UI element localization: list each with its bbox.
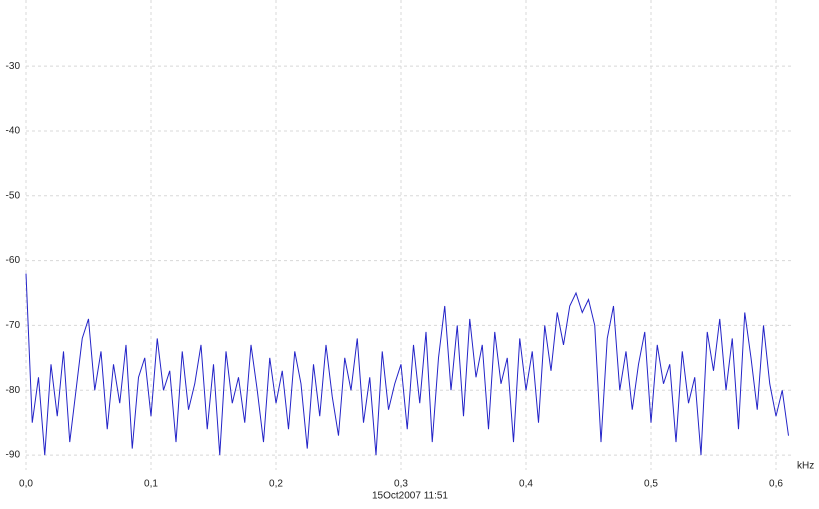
x-tick-label: 0,4	[519, 479, 533, 490]
spectrum-line	[25, 273, 789, 456]
x-axis-label: kHz	[797, 461, 814, 472]
y-tick-label: -40	[6, 126, 21, 137]
y-tick-label: -90	[6, 450, 21, 461]
timestamp: 15Oct2007 11:51	[372, 491, 448, 502]
x-tick-label: 0,2	[269, 479, 283, 490]
x-tick-label: 0,6	[769, 479, 783, 490]
y-tick-label: -80	[6, 385, 21, 396]
x-tick-label: 0,1	[144, 479, 158, 490]
x-tick-label: 0,0	[19, 479, 33, 490]
x-tick-label: 0,5	[644, 479, 658, 490]
y-tick-label: -30	[6, 61, 21, 72]
y-tick-label: -70	[6, 320, 21, 331]
y-tick-label: -60	[6, 255, 21, 266]
y-tick-label: -50	[6, 190, 21, 201]
x-tick-label: 0,3	[394, 479, 408, 490]
